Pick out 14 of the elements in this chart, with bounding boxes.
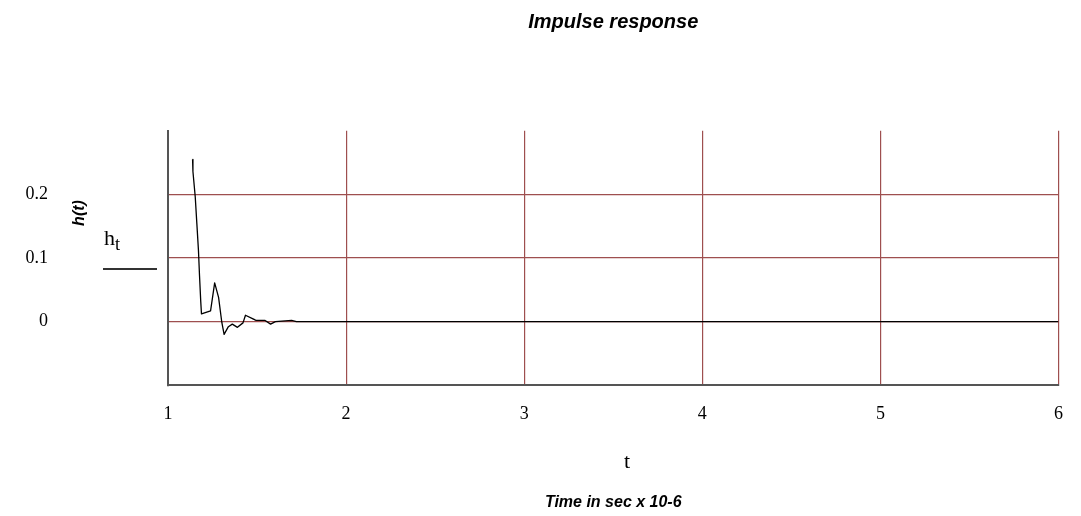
y-tick-label: 0	[39, 310, 48, 331]
chart-title: Impulse response	[528, 9, 699, 32]
x-tick-label: 5	[875, 402, 885, 423]
text: h$_{t}$	[104, 225, 121, 256]
y-tick-label: 0.1	[25, 246, 48, 267]
x-axis-title: Time in sec x 10-6	[544, 493, 682, 511]
x-tick-label: 6	[1054, 402, 1063, 423]
y-tick-label: 0.2	[25, 183, 48, 204]
x-tick-label: 4	[697, 402, 707, 423]
x-tick-label: 3	[519, 402, 529, 423]
text: t	[624, 448, 631, 474]
x-tick-label: 1	[163, 402, 173, 423]
x-tick-label: 2	[341, 402, 351, 423]
y-axis-title: h(t)	[70, 200, 88, 226]
